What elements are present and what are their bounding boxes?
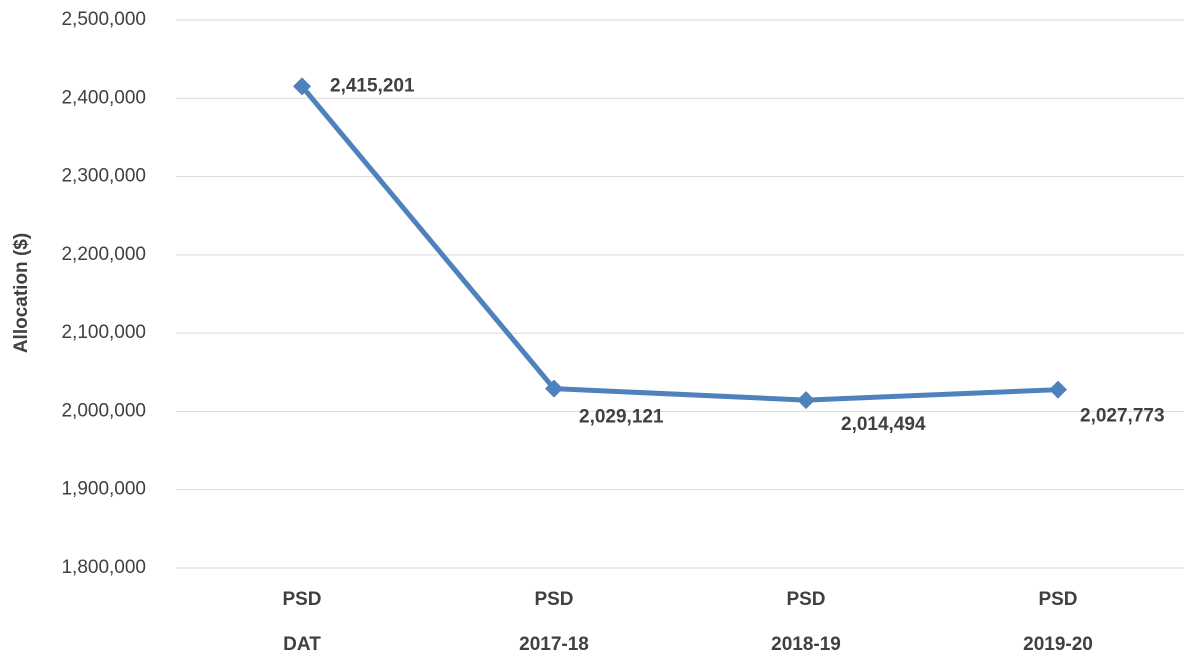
y-tick-label: 2,500,000	[61, 9, 146, 30]
x-tick-label: PSD	[786, 589, 825, 610]
data-label: 2,415,201	[330, 75, 415, 96]
marker	[545, 379, 563, 398]
x-tick-label: PSD	[534, 589, 573, 610]
y-tick-label: 2,400,000	[61, 87, 146, 108]
x-tick-label: 2018-19	[771, 634, 841, 655]
y-tick-label: 2,300,000	[61, 166, 146, 187]
data-label: 2,014,494	[841, 414, 926, 435]
marker	[293, 77, 311, 96]
y-tick-label: 1,800,000	[61, 557, 146, 578]
y-tick-label: 2,000,000	[61, 400, 146, 421]
marker	[797, 391, 815, 410]
x-tick-label: PSD	[1038, 589, 1077, 610]
x-tick-label: PSD	[282, 589, 321, 610]
x-tick-label: DAT	[283, 634, 321, 655]
y-tick-label: 2,200,000	[61, 244, 146, 265]
y-tick-label: 2,100,000	[61, 322, 146, 343]
y-tick-label: 1,900,000	[61, 479, 146, 500]
line	[300, 84, 1059, 403]
data-label: 2,029,121	[579, 407, 664, 428]
x-tick-label: 2019-20	[1023, 634, 1093, 655]
marker	[1049, 380, 1067, 399]
data-label: 2,027,773	[1080, 406, 1165, 427]
y-axis-title: Allocation ($)	[11, 233, 32, 353]
x-tick-label: 2017-18	[519, 634, 589, 655]
